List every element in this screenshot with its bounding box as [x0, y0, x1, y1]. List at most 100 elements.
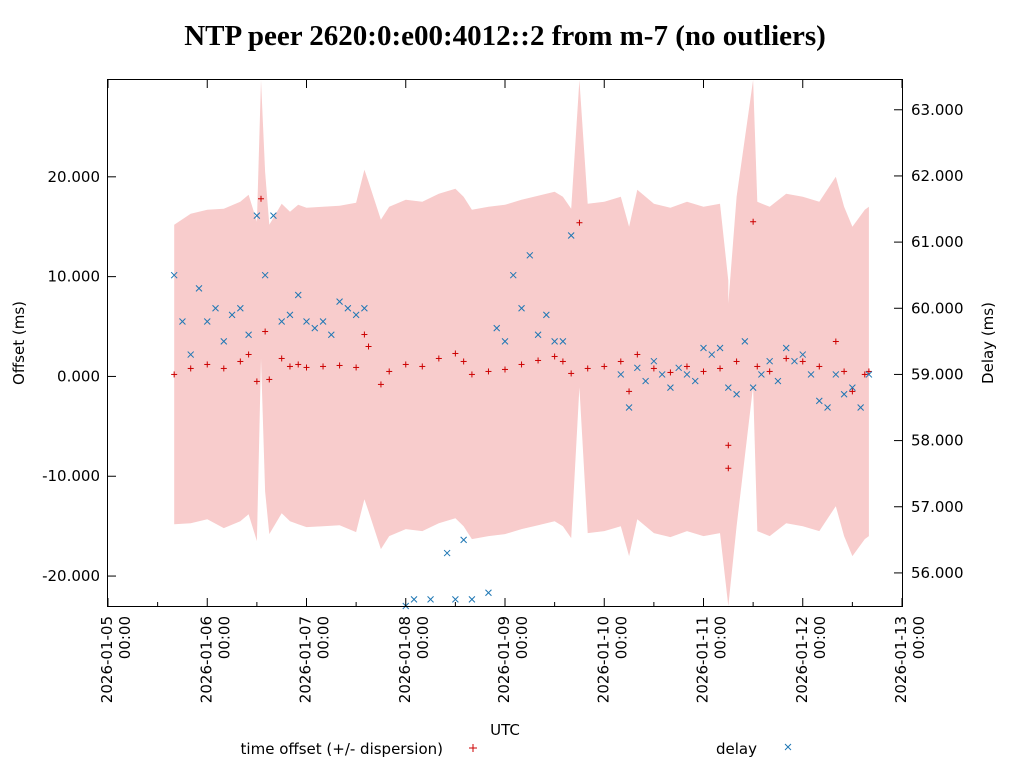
offset-series-layer	[171, 195, 872, 472]
x-tick-label-date: 2026-01-08	[396, 616, 414, 703]
offset-point	[220, 365, 227, 372]
offset-point	[717, 365, 724, 372]
offset-point	[766, 368, 773, 375]
offset-point	[733, 358, 740, 365]
offset-point	[667, 369, 674, 376]
delay-point	[336, 298, 343, 306]
delay-point	[865, 371, 873, 378]
delay-point	[518, 304, 525, 312]
x-tick-label-time: 00:00	[513, 616, 531, 659]
offset-point	[452, 350, 459, 357]
offset-point	[336, 362, 343, 369]
delay-point	[749, 384, 757, 392]
offset-point	[361, 331, 368, 338]
delay-point	[443, 549, 451, 557]
delay-point	[245, 331, 252, 339]
y-tick-label: 10.000	[48, 268, 101, 286]
offset-point	[286, 363, 293, 370]
delay-point	[261, 271, 269, 279]
offset-point	[402, 361, 409, 368]
delay-point	[526, 251, 534, 259]
offset-point	[601, 363, 608, 370]
delay-point	[485, 589, 492, 597]
delay-point	[286, 311, 294, 319]
offset-point	[460, 358, 467, 365]
offset-point	[816, 363, 823, 370]
offset-point	[725, 442, 732, 449]
delay-point	[220, 337, 228, 345]
delay-point	[319, 318, 327, 325]
x-tick-label-date: 2026-01-05	[98, 616, 116, 703]
offset-point	[861, 371, 868, 378]
y-axis-left: -20.000 -10.000 0.000 10.000 20.000	[42, 168, 116, 585]
delay-point	[849, 384, 856, 392]
delay-point	[344, 304, 352, 312]
delay-point	[716, 344, 724, 352]
x-tick-label-time: 00:00	[414, 616, 432, 659]
offset-point	[725, 465, 732, 472]
delay-point	[840, 390, 848, 398]
x-tick-label-time: 00:00	[811, 616, 829, 659]
delay-point	[675, 364, 683, 372]
offset-point	[783, 355, 790, 362]
offset-point	[683, 363, 690, 370]
offset-point	[700, 368, 707, 375]
x-tick-label-date: 2026-01-13	[892, 616, 910, 703]
delay-point	[311, 324, 319, 332]
offset-point	[535, 357, 542, 364]
delay-point	[203, 318, 211, 325]
delay-point	[724, 384, 732, 392]
y2-tick-label: 60.000	[911, 299, 964, 317]
offset-point	[204, 361, 211, 368]
delay-point	[493, 324, 501, 332]
delay-point	[187, 351, 195, 358]
offset-point	[502, 366, 508, 373]
offset-point	[551, 353, 558, 360]
delay-point	[633, 364, 641, 372]
y2-tick-label: 59.000	[911, 365, 964, 383]
delay-point	[658, 371, 666, 378]
offset-point	[262, 328, 269, 335]
delay-point	[294, 291, 302, 299]
delay-point	[567, 232, 575, 239]
delay-point	[791, 357, 798, 365]
legend: time offset (+/- dispersion) delay	[241, 740, 792, 758]
offset-point	[750, 218, 757, 225]
offset-point	[377, 381, 384, 388]
delay-point	[410, 596, 418, 603]
delay-point	[509, 271, 517, 279]
offset-point	[559, 358, 566, 365]
x-tick-label-time: 00:00	[215, 616, 233, 659]
delay-point	[170, 271, 178, 279]
x-tick-label-time: 00:00	[612, 616, 630, 659]
legend-delay-label: delay	[716, 740, 757, 758]
y2-tick-label: 61.000	[911, 233, 964, 251]
delay-point	[650, 357, 658, 365]
y-tick-label: 0.000	[57, 367, 100, 385]
offset-point	[865, 368, 872, 375]
x-tick-label-time: 00:00	[712, 616, 730, 659]
offset-point	[266, 376, 273, 383]
offset-point	[253, 378, 260, 385]
delay-point	[236, 304, 244, 312]
delay-point	[766, 357, 774, 365]
delay-point	[195, 285, 203, 292]
delay-point	[427, 596, 434, 603]
y2-tick-label: 58.000	[911, 432, 964, 450]
offset-point	[419, 363, 426, 370]
delay-point	[667, 384, 674, 392]
delay-point	[534, 331, 542, 339]
x-tick-label-time: 00:00	[910, 616, 928, 659]
delay-point	[361, 304, 368, 312]
delay-point	[179, 318, 186, 325]
offset-point	[650, 365, 657, 372]
offset-point	[576, 219, 583, 226]
delay-point	[452, 596, 459, 603]
delay-point	[733, 390, 740, 398]
offset-point	[518, 361, 525, 368]
delay-point	[253, 212, 261, 219]
plot-area	[170, 80, 873, 610]
y-tick-label: -20.000	[42, 567, 100, 585]
y-tick-label: 20.000	[48, 168, 101, 186]
